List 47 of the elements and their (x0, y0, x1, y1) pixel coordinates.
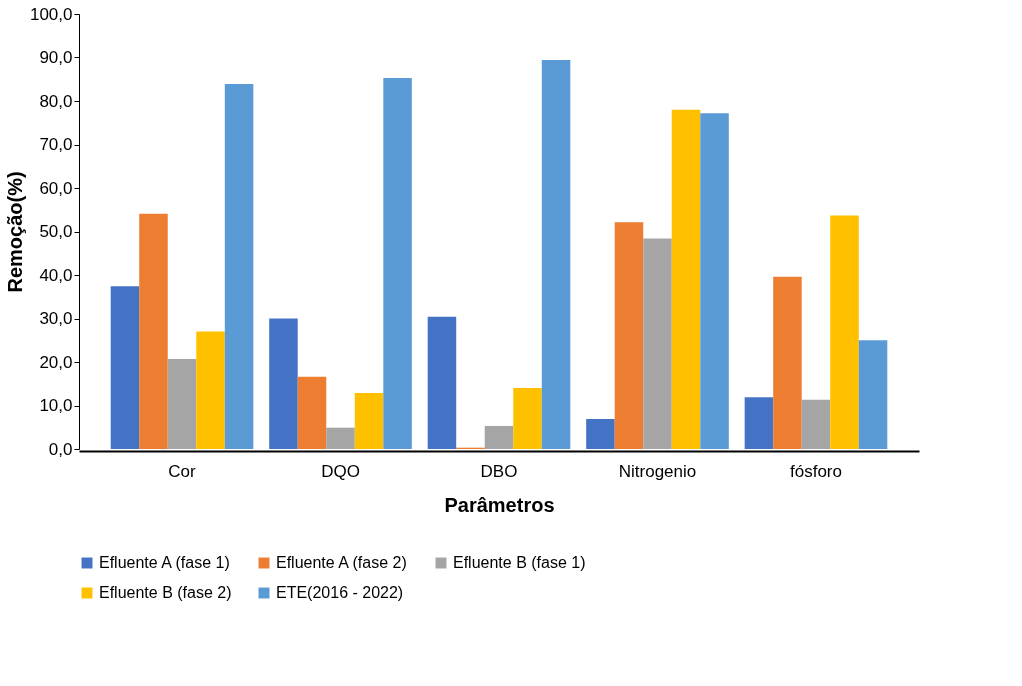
y-tick-label: 40,0 (39, 265, 73, 285)
y-tick-label: 80,0 (39, 91, 73, 111)
bar (224, 84, 254, 449)
x-tick-label: Nitrogenio (618, 461, 697, 481)
bar (139, 213, 168, 449)
bar (196, 331, 225, 449)
bar (484, 425, 514, 449)
bar (643, 238, 672, 449)
bar (354, 392, 384, 449)
legend-label: ETE(2016 - 2022) (276, 584, 404, 601)
y-tick-label: 60,0 (39, 178, 73, 198)
bar (830, 215, 859, 449)
bar (110, 286, 140, 449)
bar (744, 397, 774, 449)
bar (541, 60, 571, 449)
bar (167, 358, 197, 449)
bar (513, 388, 542, 449)
y-tick-label: 0,0 (48, 439, 73, 459)
y-tick-label: 100,0 (29, 4, 73, 24)
x-tick-label: Cor (168, 461, 197, 481)
y-tick-label: 10,0 (39, 396, 73, 415)
bar (383, 77, 412, 449)
bar (700, 113, 729, 449)
bar (269, 318, 298, 449)
x-tick-label: DBO (480, 461, 518, 481)
bar (586, 418, 615, 449)
y-axis-title: Remoção(%) (3, 171, 26, 293)
x-tick-label: DQO (321, 461, 360, 481)
bar (326, 427, 355, 449)
legend-label: Efluente B (fase 2) (99, 584, 232, 601)
y-tick-label: 90,0 (39, 48, 73, 67)
y-tick-label: 30,0 (39, 309, 73, 328)
bar (671, 109, 701, 449)
bar (858, 340, 888, 449)
bar (801, 399, 831, 449)
legend-label: Efluente A (fase 1) (99, 554, 230, 571)
bar (427, 316, 457, 449)
bar (297, 376, 327, 449)
x-axis-title: Parâmetros (444, 493, 555, 516)
y-tick-label: 20,0 (39, 352, 73, 372)
legend-label: Efluente B (fase 1) (453, 554, 586, 571)
y-tick-label: 70,0 (39, 135, 73, 154)
bar (614, 222, 644, 449)
x-tick-label: fósforo (789, 461, 842, 481)
legend-label: Efluente A (fase 2) (276, 554, 407, 571)
y-tick-label: 50,0 (39, 222, 73, 241)
bar (773, 276, 802, 449)
